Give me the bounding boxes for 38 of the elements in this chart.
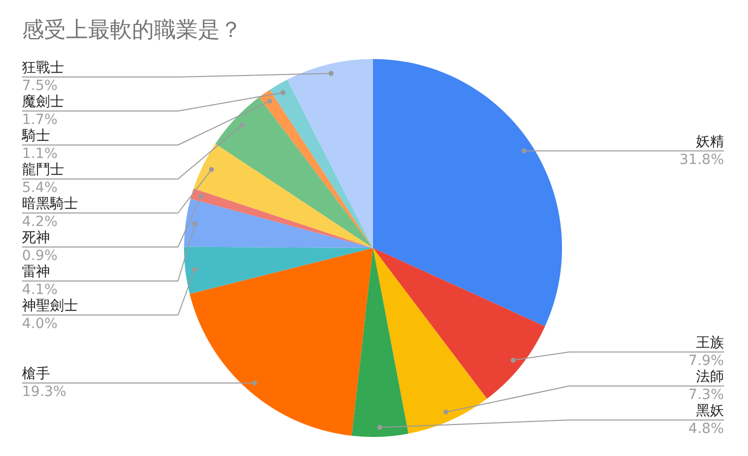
pie-slice xyxy=(352,248,408,437)
slice-label: 王族 xyxy=(696,335,724,351)
slice-label: 槍手 xyxy=(22,366,50,382)
chart-title: 感受上最軟的職業是？ xyxy=(22,18,242,43)
slice-label: 神聖劍士 xyxy=(22,298,78,314)
data-label: 7.5% xyxy=(22,78,58,94)
data-label: 7.9% xyxy=(688,353,724,369)
slice-label: 暗黑騎士 xyxy=(22,196,78,212)
data-label: 19.3% xyxy=(22,384,66,400)
data-label: 1.1% xyxy=(22,146,58,162)
pie-slice xyxy=(190,188,373,248)
slice-label: 死神 xyxy=(22,230,50,246)
data-label: 31.8% xyxy=(680,152,724,168)
data-label: 4.8% xyxy=(688,421,724,437)
pie-slice xyxy=(190,248,373,436)
pie-slice xyxy=(373,248,487,434)
data-label: 1.7% xyxy=(22,112,58,128)
pie-slice xyxy=(373,248,546,399)
slice-label: 黑妖 xyxy=(696,403,724,419)
data-label: 4.1% xyxy=(22,282,58,298)
data-label: 5.4% xyxy=(22,180,58,196)
slice-label: 狂戰士 xyxy=(22,60,64,76)
pie-slice xyxy=(184,246,373,294)
slice-label: 魔劍士 xyxy=(22,94,64,110)
slice-label: 法師 xyxy=(696,369,724,385)
slice-label: 雷神 xyxy=(22,264,50,280)
pie-slice xyxy=(287,59,373,248)
slice-label: 騎士 xyxy=(21,128,50,144)
pie-slice xyxy=(373,59,562,326)
pie-slice xyxy=(215,97,373,248)
slice-label: 龍鬥士 xyxy=(22,162,64,178)
data-label: 4.2% xyxy=(22,214,58,230)
data-label: 4.0% xyxy=(22,316,58,332)
pie-slice xyxy=(184,198,373,248)
pie-slice xyxy=(194,144,373,248)
slice-label: 妖精 xyxy=(696,134,724,150)
data-label: 7.3% xyxy=(688,387,724,403)
data-label: 0.9% xyxy=(22,248,58,264)
